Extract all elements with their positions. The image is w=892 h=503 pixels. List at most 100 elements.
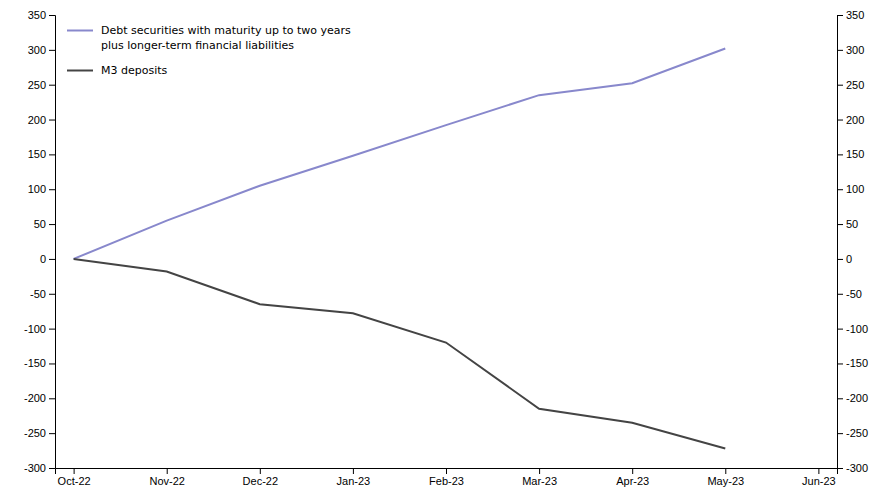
tick: 200 (28, 114, 55, 126)
tick-label: 0 (846, 253, 852, 265)
tick: 250 (837, 79, 864, 91)
tick: 350 (837, 9, 864, 21)
tick: 0 (837, 253, 852, 265)
tick-label: Jan-23 (337, 475, 371, 487)
tick: Jun-23 (802, 468, 836, 487)
legend: Debt securities with maturity up to two … (67, 24, 351, 77)
tick-mark (74, 468, 75, 474)
tick: 100 (28, 183, 55, 195)
tick-mark (49, 363, 55, 364)
tick-mark (49, 154, 55, 155)
tick: 150 (28, 148, 55, 160)
legend-label: M3 deposits (101, 64, 168, 77)
tick-label: -250 (846, 427, 868, 439)
legend-item: M3 deposits (67, 64, 168, 77)
series-line (74, 48, 726, 258)
tick: -150 (837, 357, 868, 369)
tick-label: 250 (28, 79, 46, 91)
tick: -100 (24, 323, 55, 335)
tick-mark (837, 50, 843, 51)
tick: -200 (24, 392, 55, 404)
tick-mark (49, 50, 55, 51)
tick-mark (837, 294, 843, 295)
tick-mark (49, 259, 55, 260)
y-axis: -300-250-200-150-100-5005010015020025030… (24, 9, 56, 474)
tick-label: -100 (846, 323, 868, 335)
tick: Apr-23 (616, 468, 649, 487)
tick-label: -300 (846, 462, 868, 474)
tick-mark (353, 468, 354, 474)
tick-mark (49, 433, 55, 434)
tick: Jan-23 (337, 468, 371, 487)
axis-line (49, 16, 56, 469)
chart: -300 -250 -200 -150 -100 -50 0 50 100 150 200 250 30… (0, 0, 892, 503)
tick-mark (632, 468, 633, 474)
legend-label-line: plus longer-term financial liabilities (101, 39, 294, 52)
tick-mark (837, 15, 843, 16)
tick: -300 (837, 462, 868, 474)
tick-label: -100 (24, 323, 46, 335)
tick-label: -200 (846, 392, 868, 404)
legend-label-line: M3 deposits (101, 64, 168, 77)
tick-label: -200 (24, 392, 46, 404)
tick-mark (837, 224, 843, 225)
tick-mark (837, 433, 843, 434)
tick: 150 (837, 148, 864, 160)
tick-mark (49, 189, 55, 190)
tick-label: -250 (24, 427, 46, 439)
y2-axis: -300-250-200-150-100-5005010015020025030… (837, 9, 868, 474)
tick-mark (837, 363, 843, 364)
axis-line (56, 469, 838, 475)
tick-mark (837, 85, 843, 86)
plot-area (74, 48, 726, 448)
legend-swatch (67, 30, 93, 32)
tick-label: -150 (846, 357, 868, 369)
tick-mark (837, 154, 843, 155)
tick: 50 (837, 218, 858, 230)
tick: Nov-22 (149, 468, 184, 487)
tick-mark (818, 468, 819, 474)
tick-label: -300 (24, 462, 46, 474)
tick: 300 (837, 44, 864, 56)
tick: 350 (28, 9, 55, 21)
tick-label: Dec-22 (243, 475, 278, 487)
legend-label: Debt securities with maturity up to two … (101, 24, 351, 52)
tick-mark (49, 120, 55, 121)
tick-label: 0 (40, 253, 46, 265)
tick-label: 50 (846, 218, 858, 230)
tick-mark (49, 224, 55, 225)
tick-label: 200 (28, 114, 46, 126)
tick-mark (260, 468, 261, 474)
tick-mark (837, 259, 843, 260)
tick: Oct-22 (58, 468, 91, 487)
tick: 0 (40, 253, 55, 265)
tick: -150 (24, 357, 55, 369)
tick-label: 350 (28, 9, 46, 21)
tick-label: Mar-23 (522, 475, 557, 487)
tick-label: 350 (846, 9, 864, 21)
tick: 300 (28, 44, 55, 56)
tick-mark (837, 329, 843, 330)
tick: -250 (837, 427, 868, 439)
tick-mark (837, 120, 843, 121)
tick: 100 (837, 183, 864, 195)
axis-line (838, 16, 844, 469)
tick-mark (837, 189, 843, 190)
tick-mark (49, 15, 55, 16)
tick-label: -150 (24, 357, 46, 369)
legend-label-line: Debt securities with maturity up to two … (101, 24, 351, 37)
tick: 200 (837, 114, 864, 126)
tick-label: 150 (846, 148, 864, 160)
tick-mark (837, 398, 843, 399)
tick: -250 (24, 427, 55, 439)
legend-item: Debt securities with maturity up to two … (67, 24, 351, 52)
tick-label: -50 (30, 288, 46, 300)
tick-mark (167, 468, 168, 474)
tick-label: 300 (846, 44, 864, 56)
tick-mark (539, 468, 540, 474)
tick-mark (446, 468, 447, 474)
tick: May-23 (707, 468, 744, 487)
x-axis: Oct-22 Nov-22 Dec-22 Jan-23 Feb-23 Mar-23 Apr-… (56, 468, 838, 487)
tick: Dec-22 (243, 468, 278, 487)
tick: Feb-23 (429, 468, 464, 487)
